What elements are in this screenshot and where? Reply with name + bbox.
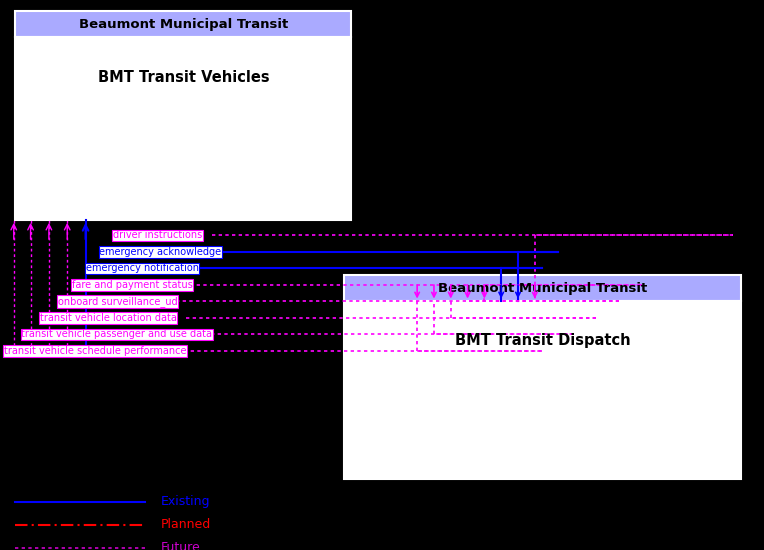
- Text: transit vehicle schedule performance: transit vehicle schedule performance: [4, 346, 186, 356]
- Text: emergency notification: emergency notification: [86, 263, 199, 273]
- Bar: [15, 37, 351, 220]
- Text: Beaumont Municipal Transit: Beaumont Municipal Transit: [79, 18, 288, 31]
- Bar: [344, 275, 741, 301]
- Text: driver instructions: driver instructions: [113, 230, 202, 240]
- Text: Existing: Existing: [160, 495, 210, 508]
- Text: transit vehicle passenger and use data: transit vehicle passenger and use data: [21, 329, 212, 339]
- Text: emergency acknowledge: emergency acknowledge: [99, 247, 222, 257]
- Text: fare and payment status: fare and payment status: [72, 280, 193, 290]
- Text: Planned: Planned: [160, 518, 211, 531]
- Text: Future: Future: [160, 541, 200, 550]
- Bar: [344, 301, 741, 478]
- Text: transit vehicle location data: transit vehicle location data: [40, 313, 176, 323]
- Text: Beaumont Municipal Transit: Beaumont Municipal Transit: [438, 282, 647, 295]
- Text: BMT Transit Dispatch: BMT Transit Dispatch: [455, 333, 630, 348]
- Text: onboard surveillance_ud: onboard surveillance_ud: [58, 296, 178, 307]
- Bar: [15, 11, 351, 37]
- Text: BMT Transit Vehicles: BMT Transit Vehicles: [98, 70, 269, 85]
